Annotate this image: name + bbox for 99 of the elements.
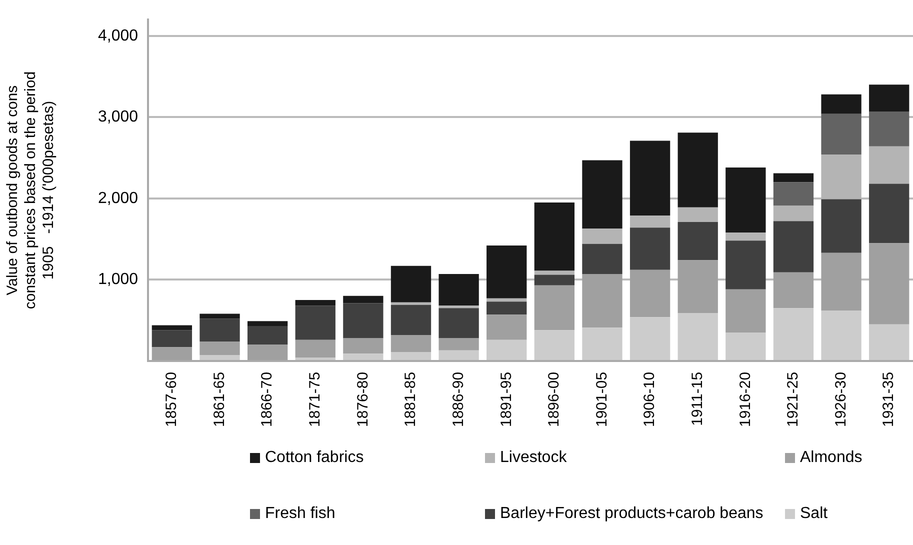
x-tick-label: 1906-10 bbox=[641, 372, 658, 428]
bar bbox=[869, 243, 910, 324]
bar bbox=[486, 314, 527, 340]
bar bbox=[869, 84, 910, 112]
bar bbox=[295, 306, 336, 340]
legend-label: Barley+Forest products+carob beans bbox=[500, 505, 764, 523]
bar bbox=[773, 182, 814, 206]
legend-label: Salt bbox=[800, 505, 828, 523]
x-tick-label: 1881-85 bbox=[402, 372, 420, 428]
x-tick-label: 1901-05 bbox=[593, 372, 610, 428]
legend-label: Fresh fish bbox=[265, 505, 336, 523]
bar bbox=[343, 296, 384, 304]
bar bbox=[678, 132, 718, 208]
x-tick-label: 1871-75 bbox=[306, 372, 324, 428]
bar bbox=[869, 324, 910, 360]
bar bbox=[582, 228, 622, 244]
bar bbox=[678, 207, 718, 222]
bar bbox=[247, 326, 288, 345]
bar bbox=[438, 306, 479, 308]
bar bbox=[582, 244, 622, 274]
y-tick-label: 1,000 bbox=[98, 271, 138, 288]
bar bbox=[200, 341, 240, 356]
bar bbox=[390, 352, 432, 360]
bar bbox=[773, 272, 814, 308]
bar bbox=[630, 317, 670, 360]
bar bbox=[869, 146, 910, 184]
bar bbox=[152, 325, 192, 330]
bar bbox=[534, 202, 575, 271]
bar bbox=[773, 173, 814, 182]
bar bbox=[582, 328, 622, 360]
bar bbox=[438, 274, 479, 306]
bar bbox=[295, 300, 336, 306]
bar bbox=[726, 232, 766, 241]
x-tick-label: 1916-20 bbox=[736, 372, 754, 428]
legend-label: Livestock bbox=[500, 449, 567, 467]
bar bbox=[390, 266, 432, 302]
bar bbox=[438, 350, 479, 360]
bar bbox=[821, 252, 862, 311]
x-tick-label: 1931-35 bbox=[880, 372, 898, 428]
bar bbox=[630, 140, 670, 216]
bar bbox=[821, 114, 862, 155]
bar bbox=[821, 94, 862, 114]
bar bbox=[869, 184, 910, 244]
bar bbox=[773, 206, 814, 222]
x-tick-label: 1921-25 bbox=[784, 372, 802, 428]
bar bbox=[773, 308, 814, 360]
y-tick-label: 3,000 bbox=[98, 108, 138, 126]
bar bbox=[726, 332, 766, 360]
bar bbox=[390, 334, 432, 352]
bar bbox=[343, 338, 384, 354]
x-tick-label: 1896-00 bbox=[546, 372, 563, 428]
bar bbox=[295, 340, 336, 358]
bar bbox=[438, 338, 479, 350]
bar bbox=[726, 240, 766, 290]
bar bbox=[630, 270, 670, 318]
bar bbox=[152, 330, 192, 348]
y-axis-title: Value of outbond goods at cons constant prices based on the period 1905 -1914 ('000pesetas) bbox=[4, 71, 58, 310]
bar bbox=[534, 274, 575, 286]
bar bbox=[438, 308, 479, 338]
bar bbox=[534, 330, 575, 360]
x-tick-label: 1861-65 bbox=[210, 372, 228, 428]
bar bbox=[200, 355, 240, 360]
bar bbox=[486, 302, 527, 315]
bar bbox=[678, 313, 718, 360]
x-tick-label: 1886-90 bbox=[450, 372, 467, 428]
y-tick-label: 4,000 bbox=[98, 27, 138, 44]
bar bbox=[200, 318, 240, 342]
x-tick-label: 1911-15 bbox=[688, 372, 706, 426]
bar bbox=[773, 221, 814, 272]
bar bbox=[869, 111, 910, 146]
legend-label: Almonds bbox=[800, 449, 862, 467]
bar bbox=[343, 303, 384, 338]
y-tick-label: 2,000 bbox=[98, 190, 138, 207]
bar bbox=[390, 302, 432, 305]
bar bbox=[486, 246, 527, 298]
x-tick-label: 1876-80 bbox=[354, 372, 372, 428]
bar bbox=[821, 199, 862, 253]
bar bbox=[582, 274, 622, 328]
bar bbox=[486, 298, 527, 302]
bar bbox=[726, 289, 766, 333]
bar bbox=[390, 304, 432, 335]
bar bbox=[534, 285, 575, 330]
bar bbox=[821, 310, 862, 360]
bar bbox=[582, 160, 622, 228]
bar bbox=[486, 340, 527, 360]
x-tick-label: 1857-60 bbox=[163, 372, 180, 428]
legend-label: Cotton fabrics bbox=[265, 449, 364, 467]
bar bbox=[630, 215, 670, 228]
bar bbox=[630, 228, 670, 270]
x-tick-label: 1866-70 bbox=[258, 372, 276, 428]
x-tick-label: 1891-95 bbox=[498, 372, 515, 428]
bar bbox=[534, 270, 575, 275]
x-tick-label: 1926-30 bbox=[832, 372, 850, 428]
bar bbox=[343, 354, 384, 360]
bar bbox=[726, 168, 766, 233]
bar bbox=[678, 260, 718, 313]
bar bbox=[247, 321, 288, 326]
bar bbox=[200, 314, 240, 319]
bar bbox=[678, 222, 718, 260]
